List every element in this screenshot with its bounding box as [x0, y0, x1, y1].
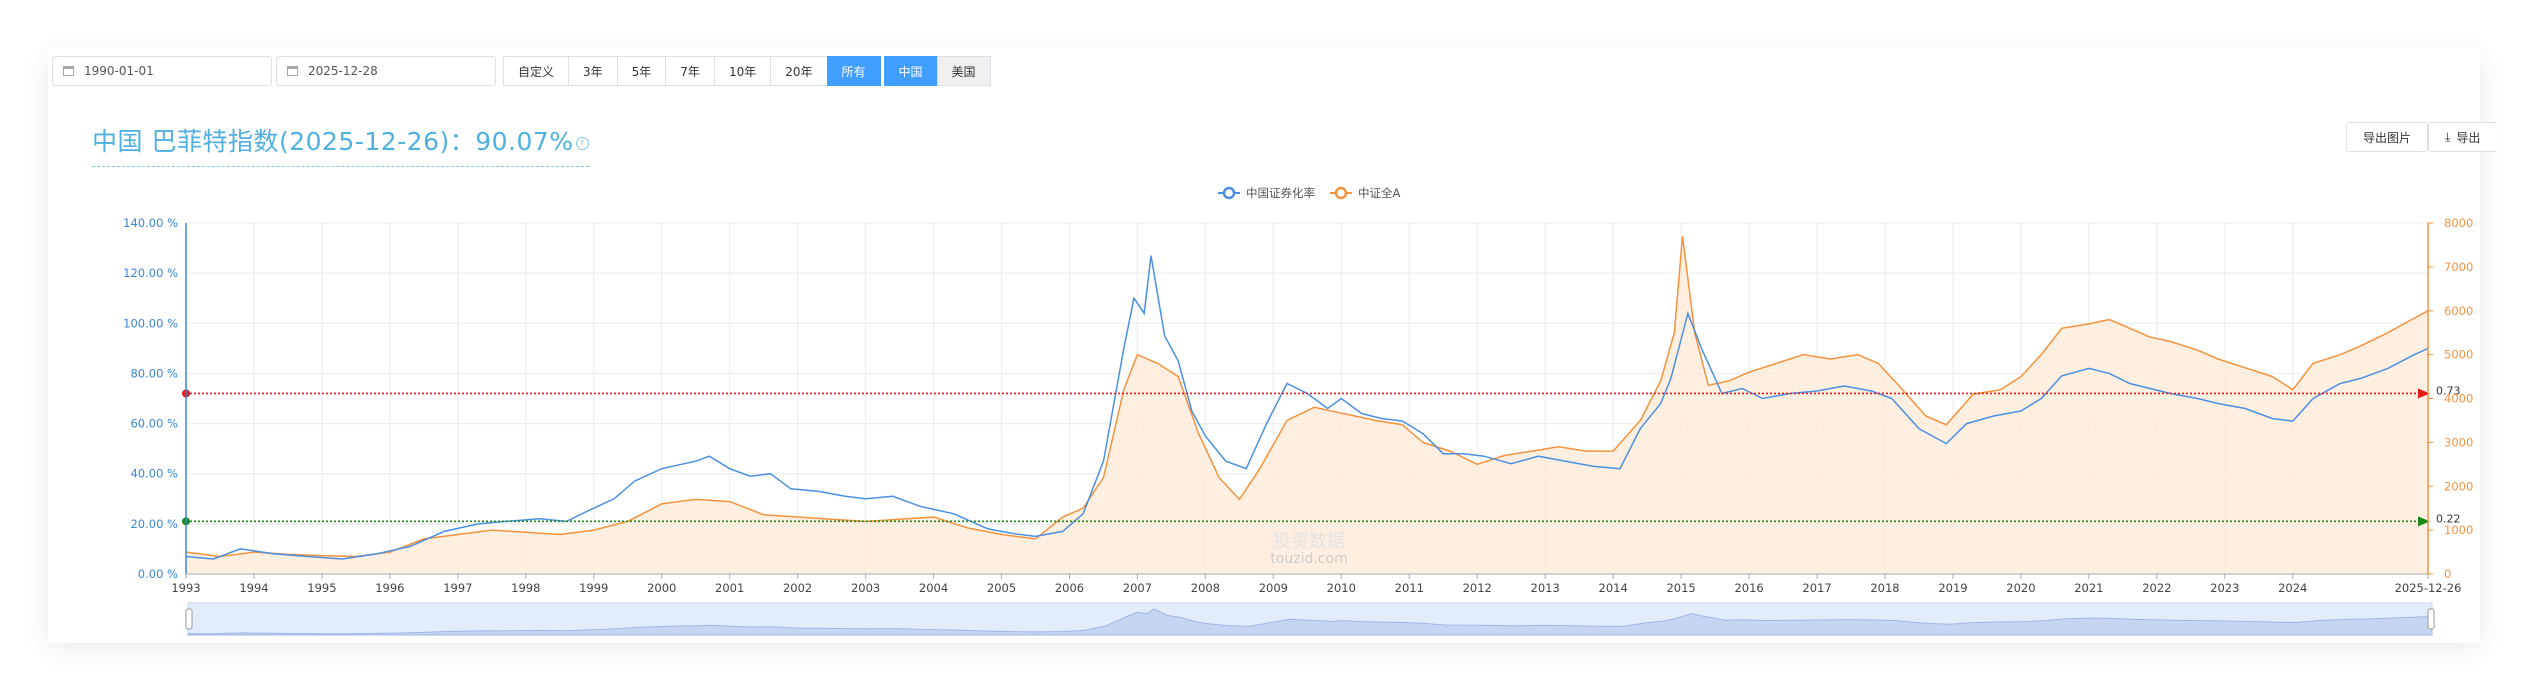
- x-tick-label: 2003: [851, 581, 880, 595]
- x-tick-label: 2000: [647, 581, 676, 595]
- x-tick-label: 1998: [511, 581, 540, 595]
- chart-series-layer: [185, 236, 2429, 560]
- x-tick-label: 2020: [2006, 581, 2035, 595]
- zoom-handle-left: [185, 608, 193, 630]
- x-tick-label: 2001: [715, 581, 744, 595]
- range-10y-button[interactable]: 10年: [713, 56, 772, 86]
- markline-label: 0.22: [2436, 512, 2461, 525]
- y-left-tick-label: 0.00 %: [138, 567, 178, 581]
- x-tick-label: 1994: [239, 581, 268, 595]
- x-tick-label: 2019: [1938, 581, 1967, 595]
- watermark-text: touzid.com: [1270, 551, 1347, 567]
- page-title-text: 中国 巴菲特指数(2025-12-26)：90.07%: [92, 127, 574, 156]
- x-tick-label: 2025-12-26: [2395, 581, 2462, 595]
- region-button-group: 中国 美国: [883, 56, 991, 86]
- y-right-tick-label: 1000: [2444, 523, 2473, 537]
- x-tick-label: 1996: [375, 581, 404, 595]
- y-right-tick-label: 0: [2444, 567, 2451, 581]
- range-20y-button[interactable]: 20年: [770, 56, 828, 86]
- legend-label: 中证全A: [1358, 186, 1400, 200]
- legend-marker: [1334, 186, 1348, 200]
- region-us-button[interactable]: 美国: [936, 56, 991, 86]
- x-tick-label: 2024: [2278, 581, 2307, 595]
- filter-toolbar: 1990-01-01 2025-12-28 自定义 3年 5年 7年 10年 2…: [52, 56, 991, 86]
- x-tick-label: 2006: [1055, 581, 1084, 595]
- markline-label: 0.73: [2436, 384, 2461, 397]
- chart-legend[interactable]: 中国证券化率 中证全A: [1218, 186, 1400, 200]
- y-right-tick-label: 4000: [2444, 392, 2473, 406]
- zoom-slider[interactable]: [185, 602, 2435, 636]
- y-right-tick-label: 8000: [2444, 216, 2473, 230]
- x-tick-label: 2010: [1327, 581, 1356, 595]
- markline-arrow: [2418, 516, 2430, 527]
- x-tick-label: 2004: [919, 581, 948, 595]
- x-tick-label: 2014: [1599, 581, 1628, 595]
- x-tick-label: 2022: [2142, 581, 2171, 595]
- page-title: 中国 巴菲特指数(2025-12-26)：90.07%?: [92, 122, 589, 167]
- export-image-button[interactable]: 导出图片: [2346, 122, 2429, 152]
- x-tick-label: 2011: [1395, 581, 1424, 595]
- x-tick-label: 2007: [1123, 581, 1152, 595]
- markline-arrow: [2418, 388, 2430, 399]
- export-data-button[interactable]: ⤓ 导出: [2428, 122, 2497, 152]
- start-date-value: 1990-01-01: [84, 64, 154, 78]
- y-left-tick-label: 60.00 %: [130, 417, 178, 431]
- y-right-tick-label: 3000: [2444, 435, 2473, 449]
- x-tick-label: 2012: [1463, 581, 1492, 595]
- x-tick-label: 2016: [1734, 581, 1763, 595]
- legend-label: 中国证券化率: [1246, 186, 1315, 200]
- y-left-tick-label: 100.00 %: [123, 316, 178, 330]
- x-tick-label: 2023: [2210, 581, 2239, 595]
- y-left-tick-label: 80.00 %: [130, 366, 178, 380]
- x-tick-label: 2009: [1259, 581, 1288, 595]
- question-circle-icon[interactable]: ?: [575, 136, 589, 150]
- download-icon: ⤓: [2445, 129, 2451, 144]
- range-all-button[interactable]: 所有: [826, 56, 881, 86]
- x-tick-label: 1997: [443, 581, 472, 595]
- calendar-icon: [287, 66, 298, 76]
- y-left-tick-label: 20.00 %: [130, 517, 178, 531]
- y-left-tick-label: 140.00 %: [123, 216, 178, 230]
- x-tick-label: 1999: [579, 581, 608, 595]
- range-5y-button[interactable]: 5年: [616, 56, 667, 86]
- y-right-tick-label: 6000: [2444, 304, 2473, 318]
- x-tick-label: 2008: [1191, 581, 1220, 595]
- region-china-button[interactable]: 中国: [883, 56, 938, 86]
- y-right-tick-label: 5000: [2444, 348, 2473, 362]
- y-left-tick-label: 120.00 %: [123, 266, 178, 280]
- x-tick-label: 2002: [783, 581, 812, 595]
- x-tick-label: 2015: [1666, 581, 1695, 595]
- csi-all-area: [186, 236, 2428, 574]
- y-right-tick-label: 2000: [2444, 479, 2473, 493]
- range-7y-button[interactable]: 7年: [665, 56, 715, 86]
- zoom-handle-right: [2427, 608, 2435, 630]
- x-tick-label: 2017: [1802, 581, 1831, 595]
- legend-marker: [1222, 186, 1236, 200]
- export-data-label: 导出: [2456, 130, 2481, 145]
- chart-area-layer: [186, 236, 2428, 574]
- x-tick-label: 2021: [2074, 581, 2103, 595]
- range-button-group: 自定义 3年 5年 7年 10年 20年 所有: [503, 56, 881, 86]
- x-tick-label: 2018: [1870, 581, 1899, 595]
- x-tick-label: 2005: [987, 581, 1016, 595]
- x-tick-label: 2013: [1531, 581, 1560, 595]
- chart-axes: 0.00 % 20.00 % 40.00 % 60.00 % 80.00 % 100.00…: [123, 216, 2473, 595]
- end-date-input[interactable]: 2025-12-28: [276, 56, 496, 86]
- y-left-tick-label: 40.00 %: [130, 467, 178, 481]
- x-tick-label: 1993: [171, 581, 200, 595]
- end-date-value: 2025-12-28: [308, 64, 378, 78]
- range-3y-button[interactable]: 3年: [568, 56, 618, 86]
- start-date-input[interactable]: 1990-01-01: [52, 56, 272, 86]
- x-tick-label: 1995: [307, 581, 336, 595]
- calendar-icon: [63, 66, 74, 76]
- y-right-tick-label: 7000: [2444, 260, 2473, 274]
- series-line-cap-ratio: [185, 255, 2429, 560]
- zoom-preview: [187, 608, 2433, 636]
- watermark-logo: 投资数据: [1273, 531, 1345, 552]
- range-custom-button[interactable]: 自定义: [503, 56, 570, 86]
